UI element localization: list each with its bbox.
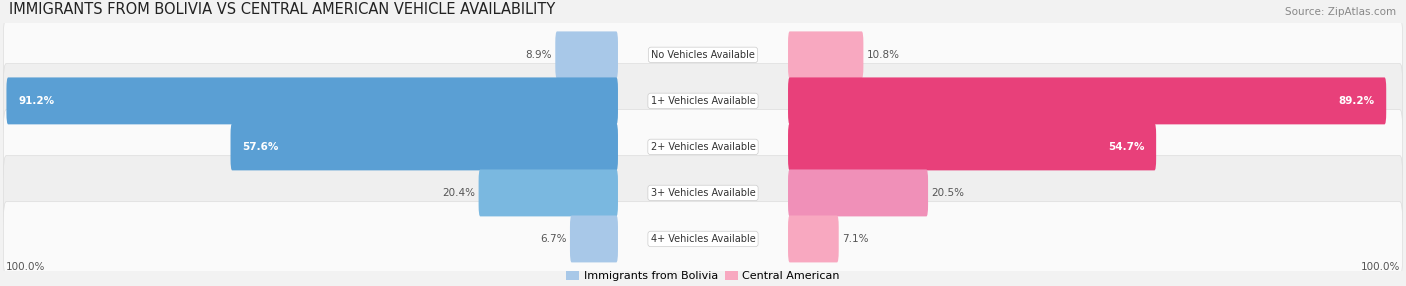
Text: No Vehicles Available: No Vehicles Available: [651, 50, 755, 60]
Text: 20.5%: 20.5%: [932, 188, 965, 198]
FancyBboxPatch shape: [555, 31, 619, 78]
Text: 1+ Vehicles Available: 1+ Vehicles Available: [651, 96, 755, 106]
FancyBboxPatch shape: [3, 63, 1403, 138]
FancyBboxPatch shape: [569, 215, 619, 263]
FancyBboxPatch shape: [3, 156, 1403, 230]
Text: 100.0%: 100.0%: [1361, 263, 1400, 273]
Text: 89.2%: 89.2%: [1339, 96, 1375, 106]
Text: 8.9%: 8.9%: [524, 50, 551, 60]
Text: 2+ Vehicles Available: 2+ Vehicles Available: [651, 142, 755, 152]
FancyBboxPatch shape: [787, 170, 928, 217]
FancyBboxPatch shape: [478, 170, 619, 217]
Text: 54.7%: 54.7%: [1108, 142, 1144, 152]
FancyBboxPatch shape: [787, 78, 1386, 124]
Text: 3+ Vehicles Available: 3+ Vehicles Available: [651, 188, 755, 198]
Text: 57.6%: 57.6%: [242, 142, 278, 152]
FancyBboxPatch shape: [787, 31, 863, 78]
Text: 4+ Vehicles Available: 4+ Vehicles Available: [651, 234, 755, 244]
FancyBboxPatch shape: [3, 18, 1403, 92]
Text: Source: ZipAtlas.com: Source: ZipAtlas.com: [1285, 7, 1396, 17]
FancyBboxPatch shape: [3, 110, 1403, 184]
Text: 6.7%: 6.7%: [540, 234, 567, 244]
FancyBboxPatch shape: [787, 215, 839, 263]
Text: 10.8%: 10.8%: [868, 50, 900, 60]
Text: IMMIGRANTS FROM BOLIVIA VS CENTRAL AMERICAN VEHICLE AVAILABILITY: IMMIGRANTS FROM BOLIVIA VS CENTRAL AMERI…: [10, 2, 555, 17]
Text: 20.4%: 20.4%: [441, 188, 475, 198]
Legend: Immigrants from Bolivia, Central American: Immigrants from Bolivia, Central America…: [561, 266, 845, 285]
FancyBboxPatch shape: [787, 124, 1156, 170]
Text: 7.1%: 7.1%: [842, 234, 869, 244]
FancyBboxPatch shape: [7, 78, 619, 124]
Text: 100.0%: 100.0%: [6, 263, 45, 273]
FancyBboxPatch shape: [231, 124, 619, 170]
FancyBboxPatch shape: [3, 202, 1403, 276]
Text: 91.2%: 91.2%: [18, 96, 55, 106]
